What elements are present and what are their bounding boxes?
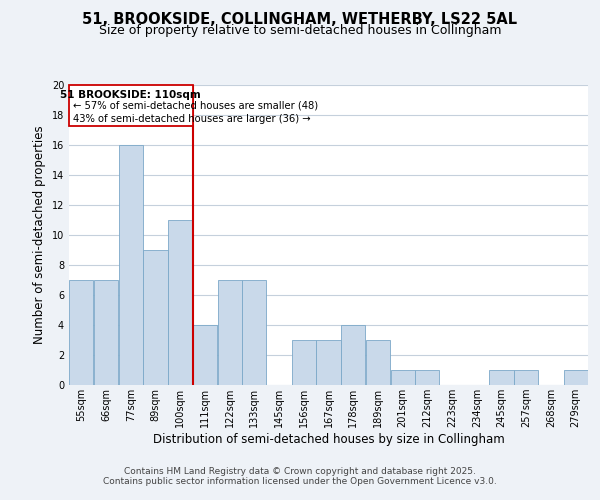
Bar: [366, 340, 390, 385]
Text: 43% of semi-detached houses are larger (36) →: 43% of semi-detached houses are larger (…: [73, 114, 310, 124]
FancyBboxPatch shape: [69, 85, 193, 126]
Bar: [119, 145, 143, 385]
Bar: [316, 340, 341, 385]
Text: Size of property relative to semi-detached houses in Collingham: Size of property relative to semi-detach…: [99, 24, 501, 37]
Bar: [242, 280, 266, 385]
Bar: [514, 370, 538, 385]
Text: ← 57% of semi-detached houses are smaller (48): ← 57% of semi-detached houses are smalle…: [73, 101, 318, 111]
Bar: [391, 370, 415, 385]
Bar: [94, 280, 118, 385]
Bar: [563, 370, 588, 385]
Text: 51, BROOKSIDE, COLLINGHAM, WETHERBY, LS22 5AL: 51, BROOKSIDE, COLLINGHAM, WETHERBY, LS2…: [82, 12, 518, 28]
Bar: [341, 325, 365, 385]
X-axis label: Distribution of semi-detached houses by size in Collingham: Distribution of semi-detached houses by …: [152, 433, 505, 446]
Y-axis label: Number of semi-detached properties: Number of semi-detached properties: [33, 126, 46, 344]
Text: 51 BROOKSIDE: 110sqm: 51 BROOKSIDE: 110sqm: [61, 90, 201, 100]
Bar: [292, 340, 316, 385]
Text: Contains HM Land Registry data © Crown copyright and database right 2025.: Contains HM Land Registry data © Crown c…: [124, 467, 476, 476]
Text: Contains public sector information licensed under the Open Government Licence v3: Contains public sector information licen…: [103, 477, 497, 486]
Bar: [193, 325, 217, 385]
Bar: [143, 250, 167, 385]
Bar: [490, 370, 514, 385]
Bar: [69, 280, 94, 385]
Bar: [415, 370, 439, 385]
Bar: [168, 220, 193, 385]
Bar: [218, 280, 242, 385]
